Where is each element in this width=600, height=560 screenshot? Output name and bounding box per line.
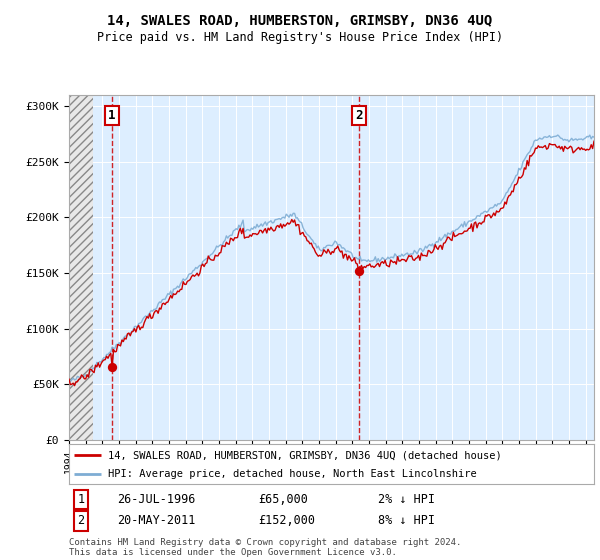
Text: 2: 2 bbox=[355, 109, 362, 122]
Text: 14, SWALES ROAD, HUMBERSTON, GRIMSBY, DN36 4UQ (detached house): 14, SWALES ROAD, HUMBERSTON, GRIMSBY, DN… bbox=[109, 450, 502, 460]
Text: 1: 1 bbox=[77, 493, 85, 506]
Text: 8% ↓ HPI: 8% ↓ HPI bbox=[378, 514, 435, 528]
Point bbox=[354, 266, 364, 275]
Text: 20-MAY-2011: 20-MAY-2011 bbox=[117, 514, 196, 528]
Text: 2% ↓ HPI: 2% ↓ HPI bbox=[378, 493, 435, 506]
Bar bbox=[69, 95, 92, 440]
Text: £65,000: £65,000 bbox=[258, 493, 308, 506]
Text: Price paid vs. HM Land Registry's House Price Index (HPI): Price paid vs. HM Land Registry's House … bbox=[97, 31, 503, 44]
Text: HPI: Average price, detached house, North East Lincolnshire: HPI: Average price, detached house, Nort… bbox=[109, 469, 477, 479]
Text: 1: 1 bbox=[108, 109, 116, 122]
Point bbox=[107, 363, 116, 372]
Text: 14, SWALES ROAD, HUMBERSTON, GRIMSBY, DN36 4UQ: 14, SWALES ROAD, HUMBERSTON, GRIMSBY, DN… bbox=[107, 14, 493, 28]
Text: £152,000: £152,000 bbox=[258, 514, 315, 528]
Text: Contains HM Land Registry data © Crown copyright and database right 2024.
This d: Contains HM Land Registry data © Crown c… bbox=[69, 538, 461, 557]
Text: 26-JUL-1996: 26-JUL-1996 bbox=[117, 493, 196, 506]
Text: 2: 2 bbox=[77, 514, 85, 528]
